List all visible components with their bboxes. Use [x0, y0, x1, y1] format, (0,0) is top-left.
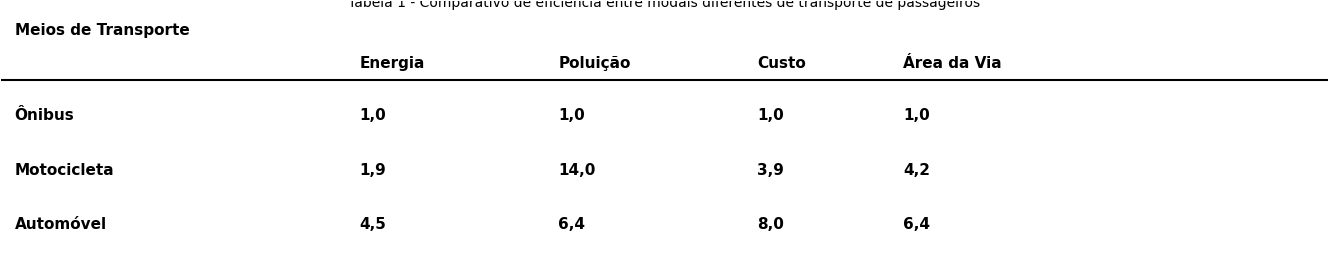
Text: 8,0: 8,0: [758, 217, 784, 232]
Text: 4,5: 4,5: [359, 217, 387, 232]
Text: Meios de Transporte: Meios de Transporte: [15, 23, 190, 38]
Text: 4,2: 4,2: [904, 163, 930, 178]
Text: 1,0: 1,0: [758, 108, 784, 123]
Text: 1,0: 1,0: [904, 108, 930, 123]
Text: Poluição: Poluição: [558, 56, 631, 71]
Text: Motocicleta: Motocicleta: [15, 163, 114, 178]
Text: 1,0: 1,0: [359, 108, 387, 123]
Text: 14,0: 14,0: [558, 163, 595, 178]
Text: Tabela 1 - Comparativo de eficiência entre modais diferentes de transporte de pa: Tabela 1 - Comparativo de eficiência ent…: [348, 0, 981, 10]
Text: 1,9: 1,9: [359, 163, 387, 178]
Text: Área da Via: Área da Via: [904, 56, 1002, 71]
Text: 1,0: 1,0: [558, 108, 585, 123]
Text: 6,4: 6,4: [558, 217, 585, 232]
Text: Energia: Energia: [359, 56, 425, 71]
Text: Ônibus: Ônibus: [15, 108, 74, 123]
Text: 6,4: 6,4: [904, 217, 930, 232]
Text: Automóvel: Automóvel: [15, 217, 106, 232]
Text: 3,9: 3,9: [758, 163, 784, 178]
Text: Custo: Custo: [758, 56, 807, 71]
